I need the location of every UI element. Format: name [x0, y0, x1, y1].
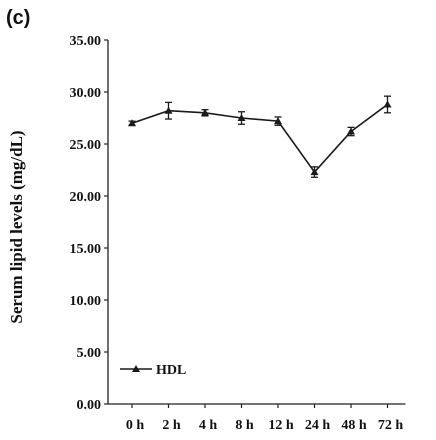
- y-tick-label: 35.00: [70, 34, 102, 49]
- x-tick-label: 72 h: [378, 418, 404, 433]
- y-tick-label: 20.00: [70, 190, 102, 205]
- x-tick-label: 0 h: [126, 418, 145, 433]
- data-point: [237, 114, 246, 121]
- y-ticks: 0.00 5.00 10.00 15.00 20.00 25.00 30.00 35.00: [70, 34, 108, 413]
- x-tick-label: 24 h: [305, 418, 331, 433]
- y-tick-label: 30.00: [70, 86, 102, 101]
- legend-marker: [132, 365, 140, 372]
- x-tick-label: 2 h: [162, 418, 181, 433]
- y-axis-title: Serum lipid levels (mg/dL): [7, 130, 26, 323]
- series-line-0: [131, 103, 388, 174]
- x-ticks: 0 h 2 h 4 h 8 h 12 h 24 h 48 h 72 h: [126, 404, 404, 433]
- legend: HDL: [120, 363, 186, 378]
- data-point: [164, 106, 173, 114]
- x-tick-label: 12 h: [268, 418, 294, 433]
- data-point: [274, 117, 282, 125]
- y-tick-label: 15.00: [70, 242, 102, 257]
- data-point: [128, 119, 136, 127]
- data-point: [310, 168, 319, 176]
- y-tick-label: 10.00: [70, 294, 102, 309]
- x-tick-label: 48 h: [341, 418, 367, 433]
- y-tick-label: 0.00: [77, 398, 102, 413]
- data-point: [383, 100, 392, 108]
- axes: [107, 40, 406, 405]
- legend-label: HDL: [156, 363, 186, 378]
- panel-label: (c): [6, 7, 30, 29]
- series: [128, 95, 392, 178]
- data-point: [201, 108, 209, 116]
- x-tick-label: 4 h: [199, 418, 218, 433]
- y-tick-label: 5.00: [77, 346, 102, 361]
- x-tick-label: 8 h: [235, 418, 254, 433]
- data-point: [347, 127, 355, 135]
- y-tick-label: 25.00: [70, 138, 102, 153]
